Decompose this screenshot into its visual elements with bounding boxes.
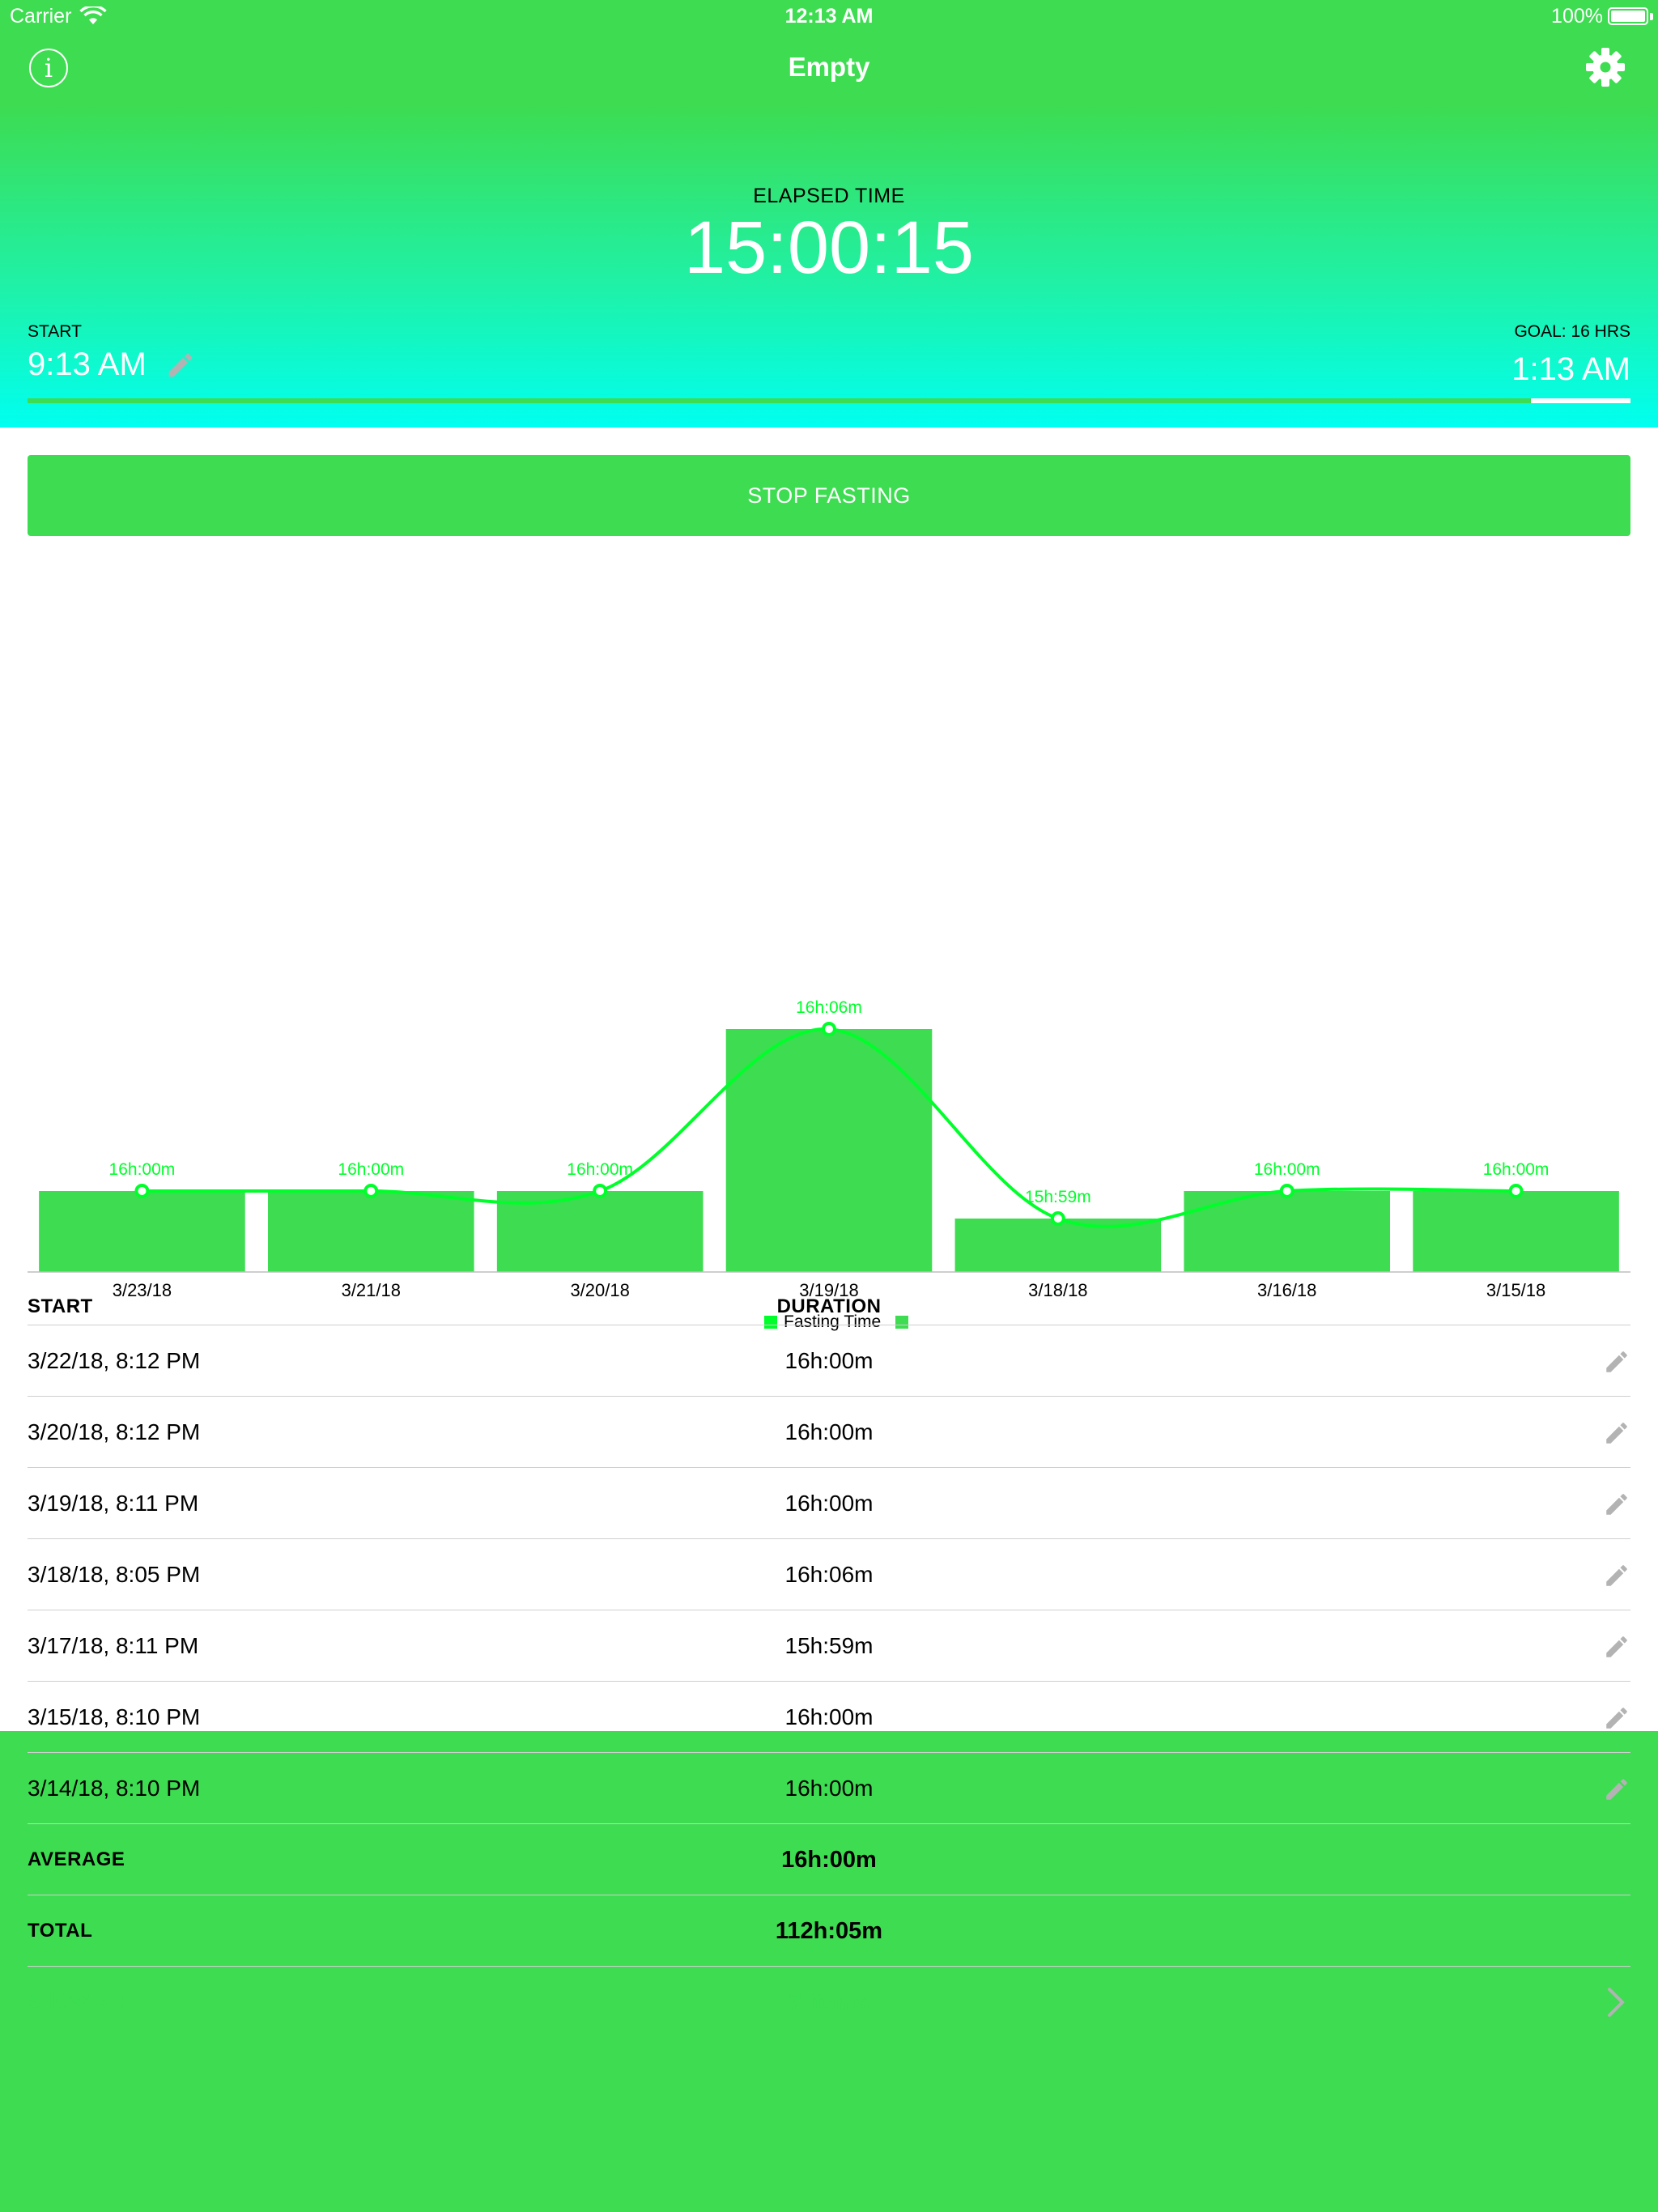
status-time: 12:13 AM <box>784 5 874 28</box>
chart-point <box>134 1184 150 1198</box>
chart-data-label: 16h:00m <box>338 1160 404 1179</box>
total-value: 112h:05m <box>775 1918 883 1944</box>
fasting-chart-svg: 3/23/18 3/21/18 3/20/18 3/19/18 3/18/18 3/16/… <box>28 998 1630 1331</box>
chart-data-label: 16h:00m <box>1483 1160 1550 1179</box>
fasting-progress-fill <box>28 398 1532 403</box>
chart-point <box>1508 1184 1524 1198</box>
pencil-icon[interactable] <box>1603 1776 1630 1803</box>
info-icon[interactable]: i <box>29 49 68 87</box>
wifi-icon <box>79 6 107 24</box>
row-duration: 15h:59m <box>784 1633 874 1658</box>
pencil-icon[interactable] <box>1603 1633 1630 1661</box>
table-row: 3/17/18, 8:11 PM 15h:59m <box>28 1610 1630 1681</box>
average-row: AVERAGE 16h:00m <box>28 1823 1630 1895</box>
legend-label: Fasting Time <box>784 1312 881 1331</box>
total-label: TOTAL <box>28 1920 93 1942</box>
table-row: 3/14/18, 8:10 PM 16h:00m <box>28 1752 1630 1823</box>
chart-x-tick-label: 3/21/18 <box>342 1280 401 1300</box>
row-duration: 16h:06m <box>784 1562 874 1587</box>
show-all-row[interactable]: SHOW ALL 7 items <box>28 1966 1630 2037</box>
status-bar: Carrier 12:13 AM 100% <box>0 0 1658 32</box>
chart-point <box>593 1184 608 1198</box>
column-header-start: START <box>28 1295 93 1317</box>
pencil-icon[interactable] <box>1603 1704 1630 1732</box>
total-row: TOTAL 112h:05m <box>28 1895 1630 1966</box>
chart-data-label: 15h:59m <box>1025 1188 1091 1206</box>
row-start: 3/14/18, 8:10 PM <box>28 1776 201 1801</box>
timer-header: Carrier 12:13 AM 100% i Empty ELAPSED TI… <box>0 0 1658 428</box>
row-start: 3/19/18, 8:11 PM <box>28 1491 199 1516</box>
average-value: 16h:00m <box>781 1847 877 1873</box>
row-start: 3/18/18, 8:05 PM <box>28 1562 201 1587</box>
chevron-right-icon[interactable] <box>1606 1986 1627 2018</box>
start-time: 9:13 AM <box>28 347 147 382</box>
table-row: 3/15/18, 8:10 PM 16h:00m <box>28 1681 1630 1752</box>
table-row: 3/19/18, 8:11 PM 16h:00m <box>28 1467 1630 1538</box>
row-start: 3/22/18, 8:12 PM <box>28 1348 201 1373</box>
show-all-label[interactable]: SHOW ALL <box>28 1991 134 2013</box>
chart-x-tick-label: 3/15/18 <box>1486 1280 1545 1300</box>
battery-nub <box>1650 13 1653 20</box>
column-header-duration: DURATION <box>776 1295 882 1317</box>
pencil-icon[interactable] <box>165 350 196 381</box>
goal-label: GOAL: 16 HRS <box>1514 322 1630 341</box>
pencil-icon[interactable] <box>1603 1491 1630 1518</box>
table-row: 3/18/18, 8:05 PM 16h:06m <box>28 1538 1630 1610</box>
fasting-chart: 3/23/18 3/21/18 3/20/18 3/19/18 3/18/18 3/16/… <box>0 557 1658 1351</box>
stop-fasting-button[interactable]: STOP FASTING <box>28 455 1630 536</box>
elapsed-value: 15:00:15 <box>683 206 975 289</box>
chart-data-label: 16h:00m <box>567 1160 633 1179</box>
main-content: STOP FASTING 3/23/18 3/21/18 3/20/18 3/19/1… <box>0 428 1658 2017</box>
show-all-count: 7 items <box>789 1989 869 2015</box>
chart-x-tick-label: 3/18/18 <box>1028 1280 1087 1300</box>
goal-time: 1:13 AM <box>1511 351 1630 387</box>
battery-icon <box>1608 7 1648 25</box>
chart-bar <box>268 1191 474 1272</box>
chart-data-label: 16h:00m <box>109 1160 176 1179</box>
elapsed-label: ELAPSED TIME <box>753 185 905 207</box>
table-row: 3/22/18, 8:12 PM 16h:00m <box>28 1325 1630 1396</box>
chart-x-tick-label: 3/23/18 <box>113 1280 172 1300</box>
row-start: 3/15/18, 8:10 PM <box>28 1704 201 1729</box>
carrier-label: Carrier <box>10 5 72 28</box>
row-duration: 16h:00m <box>784 1491 874 1516</box>
battery-percent: 100% <box>1551 5 1603 28</box>
row-start: 3/20/18, 8:12 PM <box>28 1419 201 1444</box>
pencil-icon[interactable] <box>1603 1419 1630 1447</box>
row-start: 3/17/18, 8:11 PM <box>28 1633 199 1658</box>
pencil-icon[interactable] <box>1603 1348 1630 1376</box>
chart-point <box>1279 1184 1295 1198</box>
chart-x-tick-label: 3/16/18 <box>1257 1280 1316 1300</box>
chart-data-label: 16h:06m <box>796 998 862 1017</box>
row-duration: 16h:00m <box>784 1776 874 1801</box>
row-duration: 16h:00m <box>784 1419 874 1444</box>
chart-x-tick-label: 3/19/18 <box>799 1280 858 1300</box>
gear-icon[interactable] <box>1585 47 1626 87</box>
chart-point <box>1050 1211 1065 1226</box>
chart-x-tick-label: 3/20/18 <box>570 1280 629 1300</box>
row-duration: 16h:00m <box>784 1348 874 1373</box>
legend-swatch-line <box>764 1316 777 1329</box>
table-header: START DURATION <box>0 1253 1658 1325</box>
chart-bar <box>725 1029 933 1272</box>
table-row: 3/20/18, 8:12 PM 16h:00m <box>28 1396 1630 1467</box>
chart-bar <box>39 1191 245 1272</box>
fasting-progress-bar <box>28 398 1630 403</box>
legend-swatch-bar <box>895 1316 908 1329</box>
chart-point <box>822 1022 836 1036</box>
chart-bar <box>954 1219 1162 1272</box>
chart-data-label: 16h:00m <box>1254 1160 1320 1179</box>
nav-title: Empty <box>788 52 870 82</box>
start-label: START <box>28 322 82 341</box>
row-duration: 16h:00m <box>784 1704 874 1729</box>
chart-point <box>363 1184 379 1198</box>
chart-bar <box>1413 1191 1619 1272</box>
average-label: AVERAGE <box>28 1848 125 1870</box>
pencil-icon[interactable] <box>1603 1562 1630 1589</box>
